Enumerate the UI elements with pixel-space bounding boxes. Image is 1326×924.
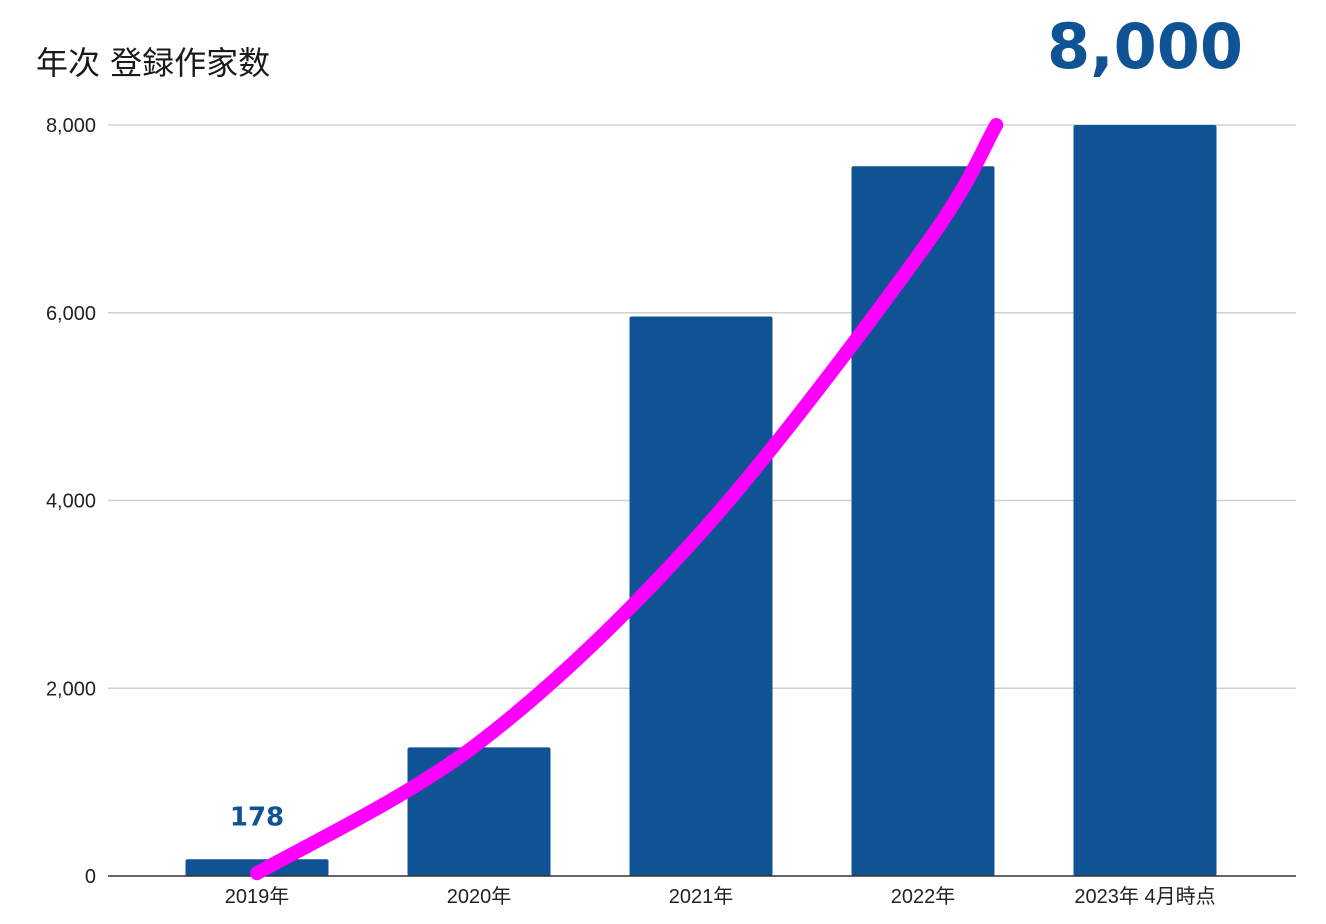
data-label: 178	[230, 802, 284, 832]
data-labels: 178 8,000	[230, 10, 1243, 832]
x-tick-label: 2023年 4月時点	[1074, 885, 1215, 908]
x-tick-label: 2022年	[891, 885, 956, 908]
bar	[1073, 125, 1217, 876]
y-tick-label: 8,000	[46, 115, 96, 137]
y-tick-label: 2,000	[46, 678, 96, 700]
bar	[851, 166, 995, 876]
trend-curve-layer	[250, 118, 1004, 881]
y-tick-label: 0	[85, 866, 96, 888]
x-tick-label: 2019年	[225, 885, 290, 908]
y-tick-label: 6,000	[46, 303, 96, 325]
data-label: 8,000	[1047, 10, 1243, 83]
x-tick-label: 2021年	[669, 885, 734, 908]
chart-title: 年次 登録作家数	[36, 44, 270, 82]
x-axis-ticks: 2019年 2020年 2021年 2022年 2023年 4月時点	[225, 885, 1216, 908]
x-tick-label: 2020年	[447, 885, 512, 908]
trend-curve	[250, 118, 1004, 881]
bars	[185, 125, 1217, 876]
y-axis-ticks: 0 2,000 4,000 6,000 8,000	[46, 115, 96, 888]
bar	[407, 747, 551, 876]
bar	[629, 316, 773, 876]
y-tick-label: 4,000	[46, 491, 96, 513]
